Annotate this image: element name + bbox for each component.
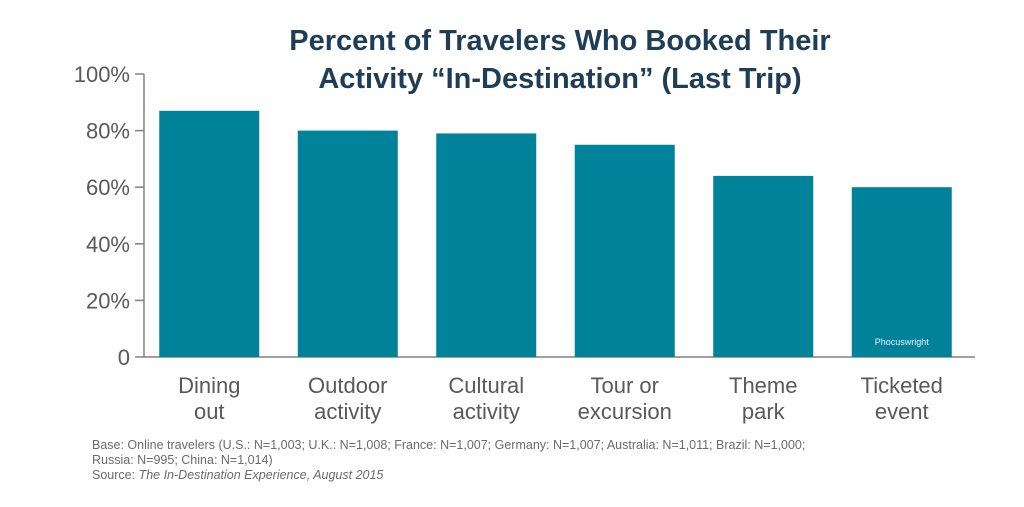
chart-title: Percent of Travelers Who Booked Their Ac… xyxy=(230,22,890,98)
x-tick-label: Dining xyxy=(178,373,240,398)
x-tick-label: Outdoor xyxy=(308,373,388,398)
x-tick-label: out xyxy=(194,399,225,424)
footnote: Base: Online travelers (U.S.: N=1,003; U… xyxy=(92,438,992,483)
x-tick-label: event xyxy=(875,399,929,424)
x-tick-label: activity xyxy=(314,399,381,424)
footnote-base-line-2: Russia: N=995; China: N=1,014) xyxy=(92,453,273,467)
x-tick-label: excursion xyxy=(578,399,672,424)
bar xyxy=(851,187,952,357)
bar xyxy=(297,130,398,357)
y-tick-label: 40% xyxy=(86,232,130,257)
bar xyxy=(436,133,537,357)
footnote-source-label: Source: xyxy=(92,468,139,482)
bar xyxy=(574,144,675,357)
footnote-source-title: The In-Destination Experience, August 20… xyxy=(138,468,384,482)
y-tick-label: 0 xyxy=(118,345,130,370)
bar xyxy=(159,110,260,357)
x-tick-label: Ticketed xyxy=(861,373,943,398)
y-tick-label: 20% xyxy=(86,288,130,313)
footnote-base-line-1: Base: Online travelers (U.S.: N=1,003; U… xyxy=(92,438,806,452)
bar xyxy=(713,175,814,357)
x-tick-label: Theme xyxy=(729,373,797,398)
chart-title-line-2: Activity “In-Destination” (Last Trip) xyxy=(318,63,802,95)
footnote-source: Source: The In-Destination Experience, A… xyxy=(92,468,992,483)
y-tick-label: 60% xyxy=(86,175,130,200)
chart-title-line-1: Percent of Travelers Who Booked Their xyxy=(289,25,831,57)
watermark-logo: Phocuswright xyxy=(875,337,930,347)
x-tick-label: activity xyxy=(453,399,520,424)
x-tick-label: park xyxy=(742,399,786,424)
x-tick-label: Cultural xyxy=(448,373,524,398)
x-tick-label: Tour or xyxy=(591,373,659,398)
y-tick-label: 80% xyxy=(86,119,130,144)
y-tick-label: 100% xyxy=(74,62,130,87)
